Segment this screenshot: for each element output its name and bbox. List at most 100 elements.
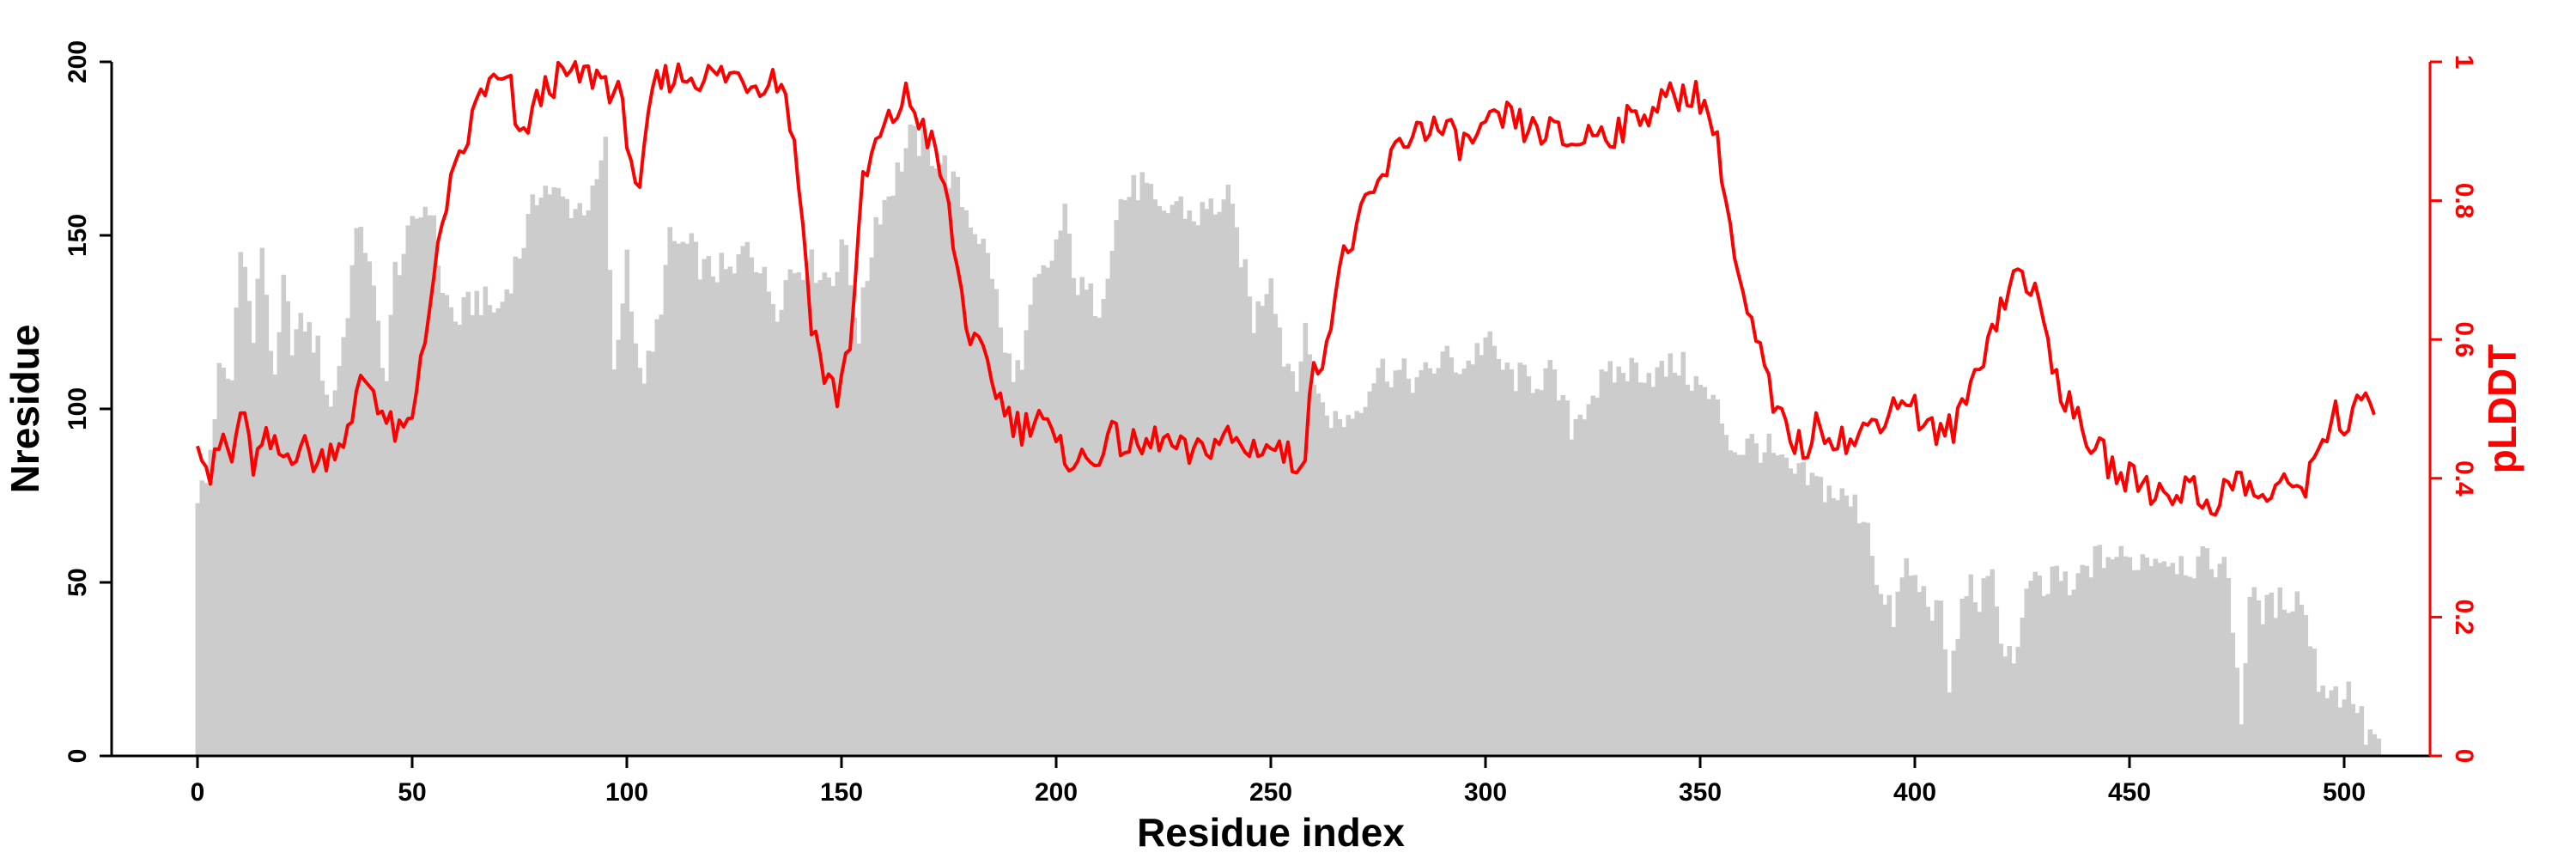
bar	[723, 269, 729, 757]
bar	[2110, 559, 2116, 756]
bar	[719, 253, 725, 756]
bar	[2067, 594, 2073, 756]
bar	[298, 313, 304, 757]
bar	[461, 296, 467, 756]
bar	[1015, 360, 1021, 756]
bar	[2260, 624, 2266, 756]
bar	[1324, 415, 1330, 756]
bar	[1753, 443, 1759, 756]
bar	[2058, 581, 2064, 756]
bar	[1337, 418, 1343, 756]
bar	[345, 318, 351, 756]
bar	[1101, 298, 1107, 757]
bar	[1904, 557, 1910, 756]
bar	[1315, 393, 1321, 756]
bar	[573, 209, 579, 757]
bar	[1882, 604, 1888, 756]
bar	[1522, 364, 1528, 756]
bar	[1144, 182, 1150, 756]
bar	[706, 256, 712, 756]
bar	[1397, 369, 1403, 756]
x-axis-title: Residue index	[1137, 810, 1405, 855]
bar	[2273, 618, 2279, 756]
bar	[693, 241, 699, 756]
bar	[2041, 595, 2047, 756]
bar	[1242, 259, 1249, 756]
bar	[354, 228, 360, 756]
bar	[1633, 362, 1639, 756]
bar	[2277, 587, 2283, 756]
bar	[2024, 588, 2030, 756]
bar	[629, 311, 635, 756]
bar	[1388, 387, 1394, 756]
bar	[1260, 305, 1266, 756]
bar	[637, 368, 643, 756]
bar	[1453, 372, 1459, 756]
y2-axis-title: pLDDT	[2480, 344, 2524, 474]
bar	[410, 216, 416, 757]
bar	[547, 194, 553, 757]
bar	[1865, 522, 1871, 756]
bar	[1552, 369, 1558, 756]
bar	[1320, 402, 1326, 756]
bar	[367, 261, 373, 757]
bar	[1886, 594, 1893, 756]
bar	[2127, 557, 2133, 756]
bar	[809, 249, 815, 756]
bar	[1461, 369, 1467, 756]
bar	[890, 195, 896, 757]
bar	[2226, 577, 2232, 756]
bar	[1659, 361, 1665, 756]
bar	[2131, 570, 2137, 756]
bar	[1517, 362, 1523, 756]
bar	[1264, 294, 1270, 756]
bar	[697, 279, 703, 756]
bar	[1492, 345, 1498, 756]
bar	[238, 252, 244, 756]
bar	[1333, 411, 1339, 756]
bar	[2037, 576, 2043, 756]
bar	[1303, 322, 1309, 756]
bar	[315, 335, 321, 756]
bar	[251, 343, 257, 756]
bar	[843, 245, 849, 757]
bar	[942, 155, 948, 756]
bar	[564, 198, 570, 756]
bar	[2050, 566, 2056, 756]
bar	[1569, 439, 1575, 756]
bar	[551, 187, 557, 756]
bar	[1663, 376, 1669, 756]
bar	[792, 273, 798, 756]
bar	[1097, 317, 1103, 756]
bar	[951, 171, 957, 756]
bar	[2123, 556, 2129, 756]
bar	[1826, 485, 1832, 756]
bar	[307, 322, 313, 756]
bar	[1114, 220, 1120, 756]
bar	[1294, 391, 1300, 756]
bar	[212, 418, 218, 756]
bar	[1002, 352, 1008, 756]
bar	[1075, 295, 1081, 756]
bar	[375, 320, 381, 756]
bar	[1676, 375, 1682, 756]
bar	[732, 273, 738, 756]
bar	[749, 257, 755, 756]
bar	[1637, 382, 1643, 756]
bar	[1693, 375, 1699, 756]
bar	[2376, 738, 2382, 756]
bar	[2312, 649, 2318, 756]
bar	[264, 295, 270, 756]
bar	[1350, 418, 1356, 756]
bar	[1908, 576, 1914, 756]
bar	[1642, 382, 1648, 756]
bar	[800, 279, 806, 756]
bar	[903, 148, 909, 757]
bar	[1942, 649, 1948, 756]
bar	[255, 278, 261, 756]
bar	[1105, 278, 1111, 756]
bar	[500, 302, 506, 756]
bar	[543, 186, 549, 756]
bar	[1513, 391, 1519, 756]
bar	[1625, 381, 1631, 756]
